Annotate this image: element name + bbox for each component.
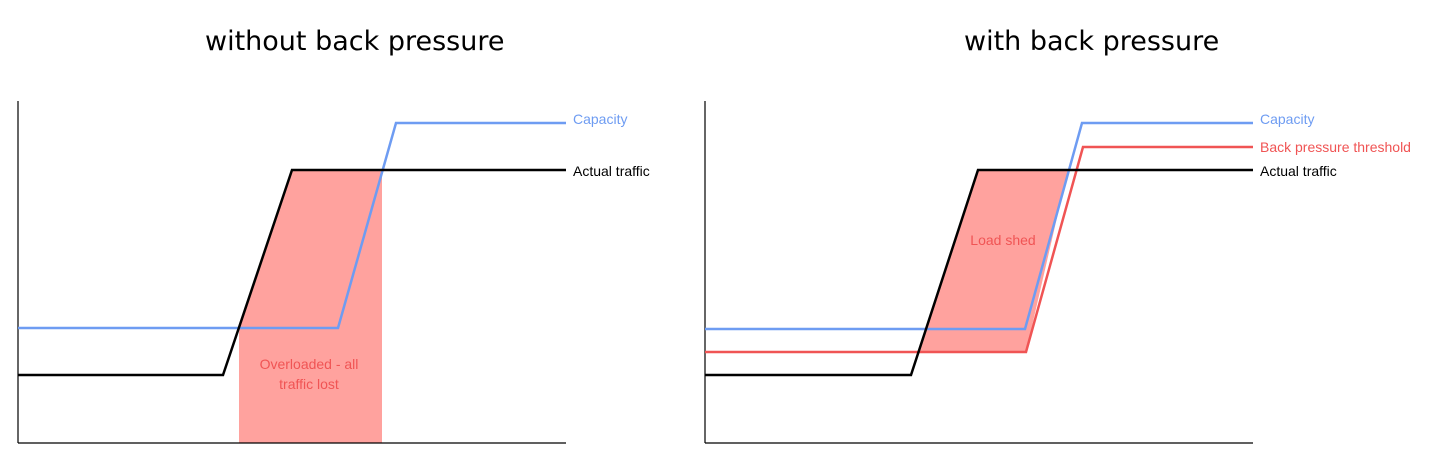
panel-right: Capacity Back pressure threshold Actual … — [704, 101, 1411, 444]
panel-left: Capacity Actual traffic Overloaded - all… — [17, 101, 650, 444]
load-shed-region — [918, 170, 1068, 352]
actual-traffic-line — [705, 168, 1253, 377]
panel-title-left: without back pressure — [205, 26, 505, 57]
back-pressure-threshold-line — [705, 145, 1253, 354]
capacity-line — [705, 121, 1253, 331]
capacity-label: Capacity — [573, 111, 627, 127]
actual-traffic-label: Actual traffic — [1260, 163, 1337, 179]
overloaded-label-line2: traffic lost — [279, 376, 339, 392]
actual-traffic-line — [18, 168, 566, 377]
capacity-line — [18, 121, 566, 330]
panel-title-right: with back pressure — [964, 26, 1220, 57]
overloaded-region — [239, 170, 382, 443]
load-shed-label: Load shed — [970, 232, 1035, 248]
back-pressure-threshold-label: Back pressure threshold — [1260, 139, 1411, 155]
actual-traffic-label: Actual traffic — [573, 163, 650, 179]
capacity-label: Capacity — [1260, 111, 1314, 127]
overloaded-label: Overloaded - all — [260, 356, 359, 372]
